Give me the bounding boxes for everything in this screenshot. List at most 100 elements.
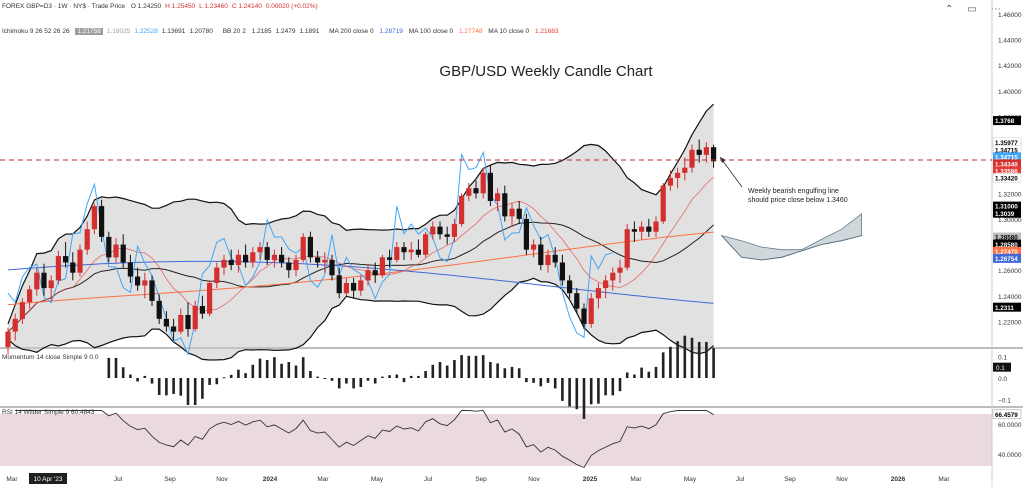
bb-label[interactable]: BB 20 2 (222, 28, 246, 35)
ma200-value: 1.28719 (379, 28, 403, 35)
price-label: 1.31000 (995, 204, 1018, 211)
candle-body (379, 257, 385, 276)
x-tick-label: Nov (528, 476, 540, 483)
momentum-tick: 0.0 (998, 376, 1007, 383)
x-tick-label: Sep (475, 476, 487, 483)
ma100-label[interactable]: MA 100 close 0 (408, 28, 454, 35)
price-label: 1.33420 (995, 176, 1018, 183)
candle-body (12, 318, 18, 332)
ichimoku-label[interactable]: Ichimoku 9 26 52 26 26 (2, 28, 70, 35)
candle-body (545, 254, 551, 266)
rsi-label: RSI 14 Wilder Simple 9 60.4843 (2, 409, 95, 416)
bb-value: 1.1891 (299, 28, 320, 35)
ichimoku-value: 1.20780 (189, 28, 213, 35)
x-tick-label: Mar (630, 476, 642, 483)
x-tick-label: Mar (317, 476, 329, 483)
candle-body (142, 280, 148, 286)
x-tick-label: 10 Apr '23 (33, 476, 62, 483)
toolbar-icons: ⌃ ▭ ⋯ (945, 4, 1001, 15)
candle-body (135, 276, 141, 286)
candle-body (63, 256, 69, 263)
x-tick-label: Nov (216, 476, 228, 483)
annotation-text: should price close below 1.3460 (748, 197, 848, 204)
candle-body (34, 272, 40, 290)
symbol-label[interactable]: FOREX GBP=D3 · 1W · NY$ · Trade Price (2, 3, 125, 10)
momentum-bar (366, 378, 370, 381)
candle-body (487, 172, 493, 201)
momentum-bar (539, 378, 543, 387)
candle-body (264, 247, 270, 260)
candle-body (113, 244, 119, 258)
candle-body (588, 298, 594, 324)
candle-body (250, 252, 256, 263)
momentum-bar (409, 375, 413, 378)
candle-body (408, 249, 414, 253)
momentum-bar (503, 368, 507, 378)
momentum-tick: 0.1 (998, 354, 1007, 361)
momentum-bar (532, 378, 535, 383)
more-icon[interactable]: ⋯ (990, 4, 1001, 15)
candle-body (55, 256, 61, 281)
y-tick-label: 1.42000 (998, 63, 1022, 70)
panel-separator (0, 347, 1023, 349)
momentum-bar (525, 378, 528, 383)
candle-body (473, 188, 479, 194)
momentum-bar (165, 378, 168, 396)
ma200-label[interactable]: MA 200 close 0 (329, 28, 374, 35)
ma10-value: 1.21683 (534, 28, 559, 35)
momentum-bar (395, 374, 399, 378)
momentum-bar (474, 355, 478, 378)
chevron-up-icon[interactable]: ⌃ (945, 4, 954, 15)
bollinger-fill (8, 104, 714, 360)
momentum-bar (453, 359, 456, 378)
candle-body (703, 147, 709, 155)
candle-body (329, 259, 335, 276)
momentum-bar (611, 378, 615, 396)
ma10-label[interactable]: MA 10 close 0 (488, 28, 530, 35)
ohlc-l: L 1.23460 (199, 3, 228, 10)
candle-body (682, 167, 688, 173)
candle-body (27, 289, 33, 303)
rsi-last-label: 66.4579 (995, 412, 1018, 419)
x-tick-label: Nov (836, 476, 848, 483)
ichimoku-value: 1.18025 (106, 28, 131, 35)
candle-body (293, 259, 299, 271)
window-icon[interactable]: ▭ (967, 4, 977, 15)
candle-body (214, 267, 220, 283)
candle-body (610, 272, 616, 281)
price-label-box (993, 116, 1021, 126)
price-label-box (993, 253, 1021, 263)
candle-body (394, 247, 400, 260)
candle-body (300, 236, 306, 260)
candle-body (444, 234, 450, 237)
ohlc-values: O 1.24250 H 1.25450 L 1.23460 C 1.24140 0.00… (131, 3, 322, 10)
price-label: 1.34340 (995, 161, 1018, 168)
candle-body (451, 224, 457, 237)
candle-body (631, 229, 637, 232)
candle-body (351, 282, 357, 291)
candle-body (343, 282, 349, 294)
candle-body (401, 247, 407, 253)
momentum-bar (553, 378, 557, 389)
candle-body (595, 288, 601, 299)
momentum-bar (712, 347, 715, 378)
candle-body (574, 293, 580, 309)
candle-body (120, 244, 126, 263)
candle-body (235, 254, 241, 266)
price-label: 1.28580 (995, 235, 1018, 242)
candle-body (207, 282, 213, 314)
candle-body (387, 257, 393, 260)
momentum-bar (683, 335, 687, 378)
momentum-bar (460, 355, 463, 378)
candle-body (689, 149, 695, 168)
y-tick-label: 1.30000 (998, 217, 1022, 224)
y-tick-label: 1.40000 (998, 89, 1022, 96)
momentum-bar (417, 375, 420, 378)
candle-body (307, 236, 313, 258)
candle-body (646, 226, 652, 232)
candle-body (221, 259, 227, 268)
momentum-bar (445, 365, 449, 378)
candle-body (437, 226, 443, 235)
momentum-bar (172, 378, 175, 394)
